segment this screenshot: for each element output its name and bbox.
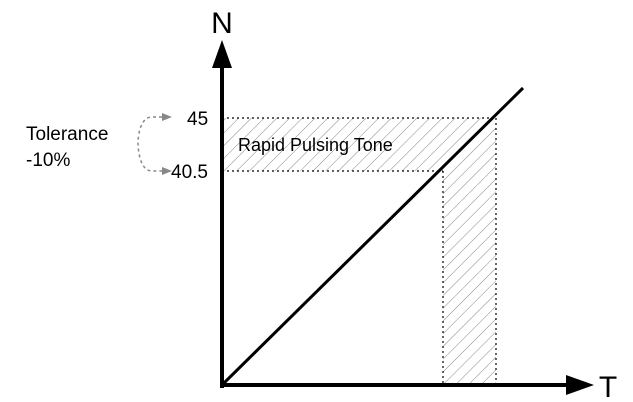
tolerance-band-vertical — [443, 171, 496, 385]
band-label: Rapid Pulsing Tone — [238, 135, 393, 155]
x-axis-label: T — [599, 371, 617, 402]
tolerance-curved-arrow — [137, 116, 168, 172]
tolerance-label-line1: Tolerance — [26, 124, 108, 145]
tolerance-band-horizontal — [222, 118, 496, 171]
y-axis-arrowhead — [212, 40, 232, 68]
response-line — [222, 86, 525, 385]
tolerance-arrowhead-bottom — [162, 167, 172, 175]
tolerance-arrowhead-top — [162, 113, 172, 121]
y-axis-label: N — [211, 7, 233, 40]
x-axis-arrowhead — [566, 375, 594, 395]
tick-label-40-5: 40.5 — [171, 162, 208, 183]
tolerance-label-line2: -10% — [26, 150, 70, 171]
tick-label-45: 45 — [187, 109, 208, 130]
